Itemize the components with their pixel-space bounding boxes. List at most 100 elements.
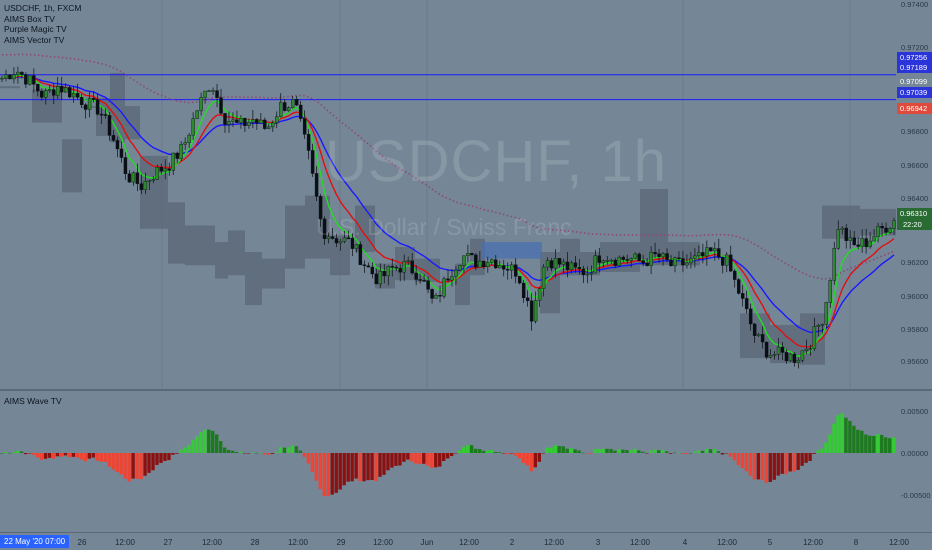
candle xyxy=(298,104,303,119)
candle xyxy=(418,279,422,281)
time-axis[interactable]: 22 May '20 07:00 26 12:00 27 12:00 28 12… xyxy=(0,532,932,550)
candle xyxy=(163,168,167,172)
wave-bar xyxy=(593,449,597,453)
wave-bar xyxy=(692,451,697,453)
candle xyxy=(621,256,625,260)
wave-bar xyxy=(661,449,665,453)
candle xyxy=(649,252,653,266)
wave-bar xyxy=(47,453,52,458)
candle xyxy=(318,196,323,220)
wave-bar xyxy=(187,444,191,453)
wave-bar xyxy=(473,448,478,453)
wave-bar xyxy=(680,453,685,455)
wave-histogram[interactable] xyxy=(0,391,932,532)
time-tick: 5 xyxy=(767,538,773,547)
candle xyxy=(314,173,319,197)
wave-bar xyxy=(780,453,784,474)
candle xyxy=(219,97,223,114)
candle xyxy=(888,228,892,233)
wave-bar xyxy=(406,453,410,460)
wave-bar xyxy=(469,445,474,453)
symbol-description-watermark: U.S. Dollar / Swiss Franc xyxy=(316,214,572,240)
wave-bar xyxy=(167,453,171,461)
time-tick: 12:00 xyxy=(201,538,223,547)
wave-bar xyxy=(748,453,753,476)
candle xyxy=(147,180,152,182)
candle xyxy=(71,93,76,98)
wave-bar xyxy=(589,453,593,454)
pane-divider[interactable] xyxy=(0,389,932,391)
candle xyxy=(227,121,231,125)
wave-bar xyxy=(840,413,844,453)
candle xyxy=(302,118,307,135)
wave-bar xyxy=(258,452,263,453)
candle xyxy=(529,300,534,322)
candle xyxy=(4,74,8,79)
candle xyxy=(748,308,753,325)
wave-bar xyxy=(892,437,896,453)
wave-bar xyxy=(438,453,442,467)
aims-box xyxy=(455,263,470,306)
wave-bar xyxy=(334,453,338,493)
candle xyxy=(713,248,717,252)
candle xyxy=(294,99,299,106)
candle xyxy=(565,261,570,271)
wave-bar xyxy=(43,453,48,459)
wave-bar xyxy=(633,448,637,453)
candle xyxy=(836,229,840,249)
wave-bar xyxy=(852,425,856,453)
wave-bar xyxy=(513,453,518,456)
aims-box xyxy=(62,139,82,193)
wave-bar xyxy=(553,445,557,453)
wave-bar xyxy=(23,453,28,455)
symbol-title[interactable]: USDCHF, 1h, FXCM xyxy=(4,3,82,13)
indicator-aims-vector[interactable]: AIMS Vector TV xyxy=(4,34,65,45)
wave-pane[interactable]: AIMS Wave TV 0.00500 0.00000 -0.00500 xyxy=(0,391,932,532)
candle xyxy=(876,226,880,237)
wave-bar xyxy=(824,442,828,453)
wave-bar xyxy=(107,453,111,467)
wave-tick: 0.00500 xyxy=(901,407,929,416)
wave-bar xyxy=(828,434,832,453)
aims-box xyxy=(245,252,262,306)
wave-bar xyxy=(15,451,20,453)
wave-bar xyxy=(67,453,72,458)
wave-bar xyxy=(800,453,804,466)
candle xyxy=(697,252,701,256)
wave-bar xyxy=(398,453,402,466)
ma-green-line xyxy=(1,74,895,358)
candle xyxy=(553,258,558,269)
wave-bar xyxy=(111,453,115,470)
candle xyxy=(844,227,848,241)
price-chart-canvas[interactable] xyxy=(0,0,932,390)
candle xyxy=(223,113,227,125)
time-tick: 12:00 xyxy=(802,538,824,547)
candle xyxy=(215,90,219,98)
wave-bar xyxy=(71,453,76,457)
candle xyxy=(832,248,836,281)
wave-bar xyxy=(294,446,299,453)
indicator-purple-magic[interactable]: Purple Magic TV xyxy=(4,24,67,34)
candle xyxy=(115,140,120,150)
time-tick: 12:00 xyxy=(287,538,309,547)
time-tick: 12:00 xyxy=(114,538,136,547)
indicator-aims-box[interactable]: AIMS Box TV xyxy=(4,13,55,24)
symbol-watermark: USDCHF, 1h xyxy=(325,129,667,194)
candle xyxy=(123,157,128,174)
candle xyxy=(474,254,478,268)
candle xyxy=(75,93,80,98)
wave-bar xyxy=(358,453,362,482)
candle xyxy=(848,237,852,241)
wave-bar xyxy=(155,453,159,465)
candle xyxy=(378,271,383,285)
price-pane[interactable]: USDCHF, 1h, FXCM AIMS Box TV Purple Magi… xyxy=(0,0,932,390)
wave-bar xyxy=(230,450,235,453)
wave-bar xyxy=(505,453,510,455)
wave-bar xyxy=(708,449,713,453)
candle xyxy=(446,278,450,281)
candle xyxy=(16,71,20,75)
price-tick: 0.96000 xyxy=(901,292,929,301)
wave-bar xyxy=(99,453,103,462)
candle xyxy=(338,241,343,244)
wave-legend[interactable]: AIMS Wave TV xyxy=(4,396,62,406)
